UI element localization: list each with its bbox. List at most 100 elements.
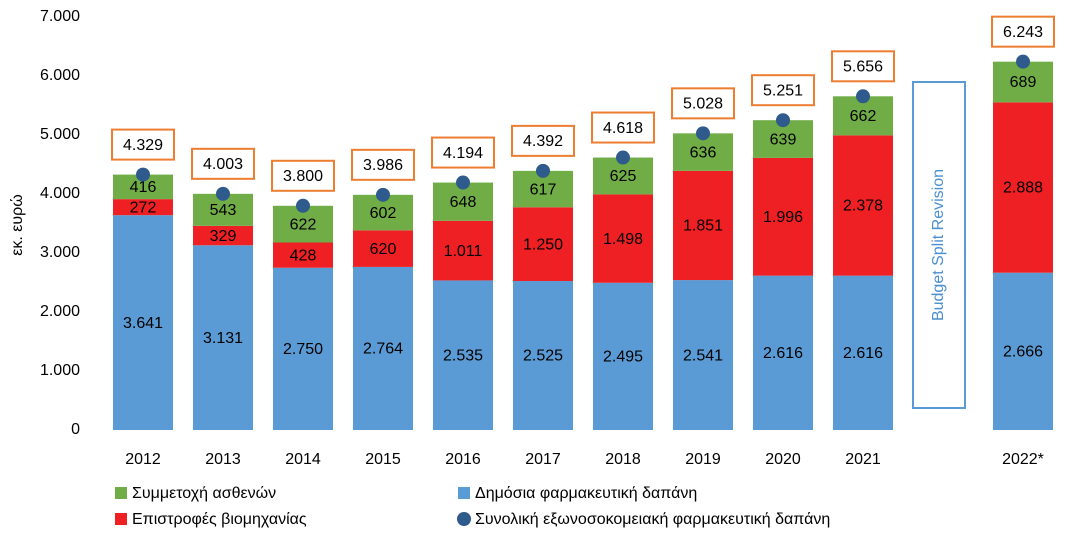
total-label: 5.656 [843,59,883,76]
data-label: 636 [690,144,717,161]
legend-marker [115,513,127,525]
bar-segment [833,275,893,430]
total-label: 3.986 [363,157,403,174]
total-label-box [351,148,415,181]
data-label: 2.750 [283,341,323,358]
data-label: 1.498 [603,231,643,248]
data-label: 639 [770,131,797,148]
data-label: 1.250 [523,236,563,253]
total-dot [1016,54,1030,69]
bar-segment [593,282,653,430]
x-tick-label: 2017 [525,451,561,468]
bar-segment [433,280,493,430]
bar-segment [193,245,253,430]
total-label: 6.243 [1003,24,1043,41]
total-label: 4.194 [443,145,483,162]
bar-segment [753,275,813,430]
x-tick-label: 2021 [845,451,881,468]
total-label-box [431,136,495,169]
legend-label: Συνολική εξωνοσοκομειακή φαρμακευτική δα… [475,511,830,528]
bar-segment [993,102,1053,273]
total-dot [296,198,310,213]
total-label-box [191,147,255,180]
total-label: 3.800 [283,168,323,185]
legend-label: Δημόσια φαρμακευτική δαπάνη [475,485,697,502]
total-label-box [591,111,655,144]
data-label: 2.495 [603,349,643,366]
data-label: 662 [850,108,877,125]
y-axis-label: εκ. ευρώ [9,194,26,256]
total-label-box [671,87,735,120]
legend-marker [115,487,127,499]
total-dot [856,89,870,104]
data-label: 2.888 [1003,180,1043,197]
y-tick-label: 2.000 [40,303,80,320]
bar-segment [433,220,493,281]
data-label: 620 [370,241,397,258]
data-label: 2.666 [1003,344,1043,361]
data-label: 416 [130,179,157,196]
bar-segment [113,199,173,216]
legend-label: Επιστροφές βιομηχανίας [132,511,307,528]
total-label-box [511,124,575,157]
legend-marker [457,512,471,526]
x-tick-label: 2016 [445,451,481,468]
y-tick-label: 5.000 [40,126,80,143]
total-dot [696,126,710,141]
total-label-box [751,74,815,107]
bar-segment [193,225,253,246]
bar-segment [513,207,573,282]
y-tick-label: 1.000 [40,362,80,379]
total-dot [456,175,470,190]
total-dot [216,186,230,201]
bar-segment [273,267,333,430]
x-tick-label: 2015 [365,451,401,468]
bar-segment [273,242,333,268]
total-label: 4.329 [123,137,163,154]
x-tick-label: 2013 [205,451,241,468]
bar-segment [113,215,173,430]
x-tick-label: 2020 [765,451,801,468]
data-label: 1.996 [763,209,803,226]
y-tick-label: 7.000 [40,8,80,25]
data-label: 428 [290,247,317,264]
total-label: 4.392 [523,133,563,150]
bar-segment [513,281,573,430]
data-label: 3.641 [123,315,163,332]
total-label: 5.251 [763,82,803,99]
data-label: 2.535 [443,347,483,364]
x-tick-label: 2012 [125,451,161,468]
data-label: 622 [290,216,317,233]
bar-segment [753,157,813,276]
annotation: Budget Split Revision [930,169,947,321]
total-label: 4.618 [603,120,643,137]
total-dot [536,163,550,178]
total-dot [616,150,630,165]
data-label: 543 [210,202,237,219]
total-label-box [991,15,1055,48]
x-tick-label: 2022* [1002,451,1044,468]
data-label: 1.851 [683,218,723,235]
total-dot [376,187,390,202]
bar-segment [353,230,413,267]
bar-segment [833,135,893,276]
total-label-box [271,159,335,192]
data-label: 625 [610,168,637,185]
x-tick-label: 2018 [605,451,641,468]
data-label: 2.525 [523,348,563,365]
legend-marker [458,487,470,499]
data-label: 2.764 [363,341,403,358]
data-label: 272 [130,199,157,216]
data-label: 2.541 [683,347,723,364]
data-label: 689 [1010,74,1037,91]
bar-segment [673,170,733,281]
legend-label: Συμμετοχή ασθενών [132,485,276,502]
bar-segment [353,266,413,430]
data-label: 1.011 [444,243,483,260]
total-label-box [111,128,175,161]
y-tick-label: 0 [71,421,80,438]
total-dot [776,113,790,128]
total-label: 5.028 [683,96,723,113]
data-label: 329 [210,228,237,245]
bar-segment [993,272,1053,430]
